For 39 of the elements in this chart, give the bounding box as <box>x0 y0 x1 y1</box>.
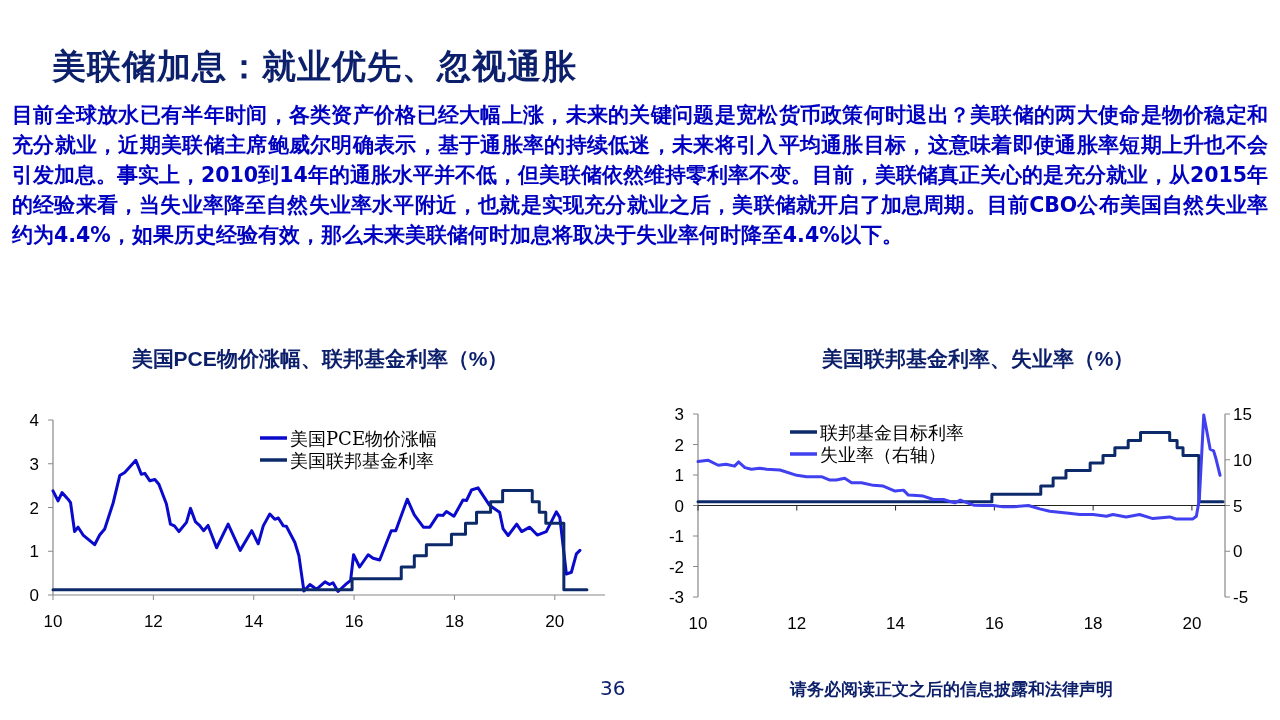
x-tick-label: 12 <box>787 614 807 633</box>
y-tick-label: 3 <box>674 405 684 424</box>
y-tick-label: 4 <box>29 411 39 430</box>
y-tick-label: 2 <box>674 435 684 455</box>
y2-tick-label: 10 <box>1233 450 1252 470</box>
text: 36 <box>600 676 626 700</box>
x-tick-label: 14 <box>886 614 906 633</box>
y2-tick-label: 0 <box>1233 542 1243 562</box>
y2-tick-label: 5 <box>1233 496 1243 516</box>
x-tick-label: 18 <box>1083 614 1103 633</box>
text: 请务必阅读正文之后的信息披露和法律声明 <box>790 678 1113 701</box>
x-tick-label: 12 <box>143 612 163 631</box>
y-tick-label: 1 <box>674 466 684 485</box>
y2-tick-label: 15 <box>1233 405 1252 424</box>
chart-title: 美国联邦基金利率、失业率（%） <box>820 347 1135 370</box>
legend-label: 美国PCE物价涨幅 <box>290 428 438 449</box>
chart-title: 美国PCE物价涨幅、联邦基金利率（%） <box>130 347 509 370</box>
y-tick-label: 0 <box>29 586 39 605</box>
legend-label: 失业率（右轴） <box>820 444 946 465</box>
x-tick-label: 10 <box>688 614 708 633</box>
y-tick-label: -3 <box>668 588 684 607</box>
y2-tick-label: -5 <box>1233 588 1249 607</box>
y-tick-label: -2 <box>668 557 684 577</box>
text: 美联储加息：就业优先、忽视通胀 <box>52 45 577 88</box>
x-tick-label: 18 <box>444 612 464 631</box>
legend-label: 联邦基金目标利率 <box>820 422 964 443</box>
y-tick-label: 3 <box>29 454 39 474</box>
y-tick-label: 1 <box>29 542 39 562</box>
x-tick-label: 20 <box>545 612 565 631</box>
x-tick-label: 10 <box>43 612 63 631</box>
x-tick-label: 16 <box>344 612 364 631</box>
y-tick-label: 2 <box>29 498 39 518</box>
text: 目前全球放水已有半年时间，各类资产价格已经大幅上涨，未来的关键问题是宽松货币政策何时退出？美联储的两大使命是物价稳定和充分就业，近期美联储主席鲍威尔明确表示，基于通胀率的持续低迷，未来将引入平均通胀目标，这意味着即使通胀率短期上升也不会引发加息。事实上，2010到14年的通胀水平并不低，但美联储依然维持零利率不变。目前，美联储真正关心的是充分就业，从2015年的经验来看，当失业率降至自然失业率水平附近，也就是实现充分就业之后，美联储就开启了加息周期。目前CBO公布美国自然失业率约为4.4%，如果历史经验有效，那么未来美联储何时加息将取决于失业率何时降至4.4%以下。 <box>12 102 1268 249</box>
x-tick-label: 14 <box>244 612 264 631</box>
y-tick-label: 0 <box>674 496 684 516</box>
legend-label: 美国联邦基金利率 <box>290 450 434 471</box>
x-tick-label: 20 <box>1182 614 1202 633</box>
y-tick-label: -1 <box>668 527 684 546</box>
x-tick-label: 16 <box>984 614 1004 633</box>
